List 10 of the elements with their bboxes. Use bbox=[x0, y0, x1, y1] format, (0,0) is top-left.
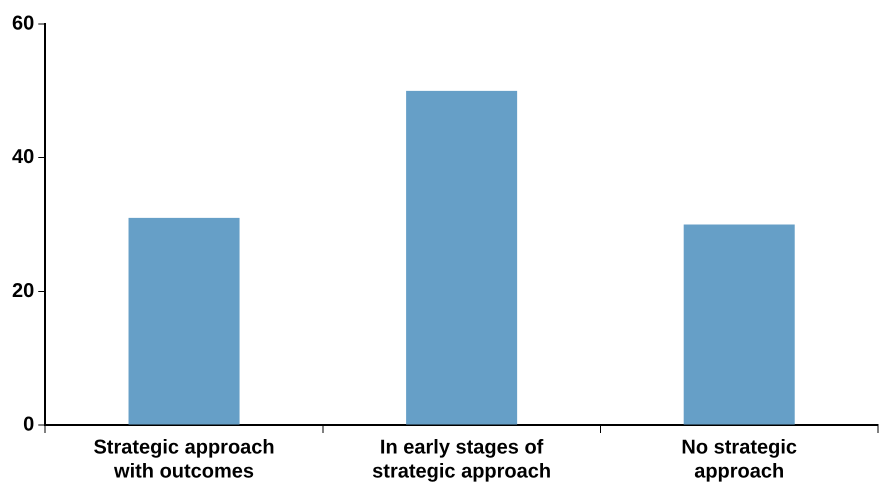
bar bbox=[684, 224, 795, 424]
x-tick-label: No strategic approach bbox=[681, 436, 798, 483]
y-tick-label: 60 bbox=[12, 12, 34, 35]
x-tick-label: In early stages of strategic approach bbox=[372, 436, 552, 483]
x-tick-label: Strategic approach with outcomes bbox=[93, 436, 275, 483]
y-tick-label: 0 bbox=[23, 414, 34, 436]
y-tick-label: 20 bbox=[12, 280, 34, 302]
y-tick-label: 40 bbox=[12, 146, 34, 168]
bar bbox=[128, 218, 240, 424]
bar bbox=[406, 90, 518, 424]
